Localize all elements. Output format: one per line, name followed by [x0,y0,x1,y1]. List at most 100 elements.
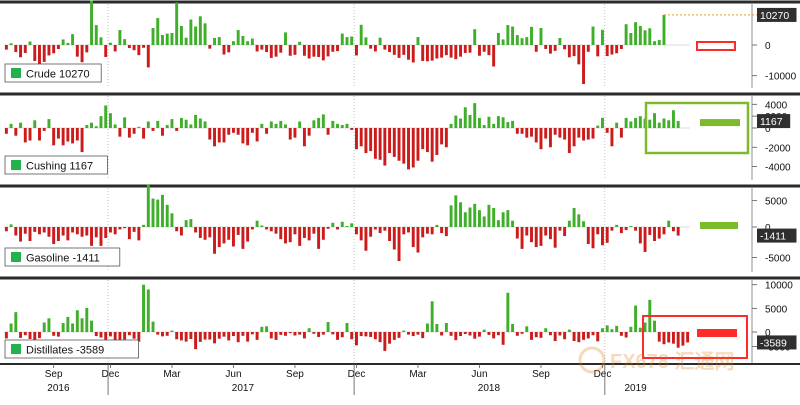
bar-crude [364,37,368,45]
bar-crude [288,45,292,56]
bar-cushing [440,128,444,145]
bar-cushing [56,128,60,139]
bar-distillates [416,332,420,335]
bar-gasoline [94,227,98,238]
bar-cushing [307,128,311,136]
bar-gasoline [619,227,623,234]
bar-distillates [175,332,179,340]
bar-gasoline [567,220,571,227]
bar-cushing [478,117,481,128]
latest-value-badge [757,228,797,243]
bar-distillates [151,321,155,332]
bar-distillates [392,332,396,340]
bar-crude [482,45,486,52]
bar-crude [146,45,150,68]
bar-gasoline [487,204,491,227]
bar-distillates [279,332,283,335]
bar-distillates [265,326,269,332]
bar-distillates [165,332,169,336]
bar-cushing [104,105,108,128]
bar-crude [487,45,491,56]
bar-crude [236,30,240,45]
bar-cushing [317,117,321,128]
bar-gasoline [388,227,392,241]
bar-cushing [520,128,524,134]
y-tick-label: -4000 [765,163,791,174]
bar-crude [265,45,269,53]
bar-distillates [473,332,477,339]
bar-gasoline [90,227,93,246]
bar-crude [80,45,84,63]
bar-gasoline [501,212,505,227]
bar-crude [165,33,169,45]
bar-distillates [638,327,642,332]
bar-crude [373,45,377,52]
bar-cushing [449,123,453,128]
bar-crude [321,45,325,61]
bar-crude [520,38,524,45]
bar-gasoline [28,227,32,241]
legend-swatch [11,252,21,262]
bar-crude [213,37,216,45]
bar-crude [85,45,89,53]
bar-distillates [321,332,325,335]
bar-distillates [288,332,292,334]
bar-gasoline [653,227,656,241]
bar-cushing [132,128,136,134]
bar-crude [184,37,188,45]
bar-crude [525,37,529,45]
bar-gasoline [326,227,330,229]
bar-crude [38,45,41,65]
bar-gasoline [667,220,671,227]
legend-box [4,247,121,267]
bar-crude [151,28,155,45]
bar-cushing [425,128,429,153]
bar-crude [463,45,467,53]
bar-gasoline [416,227,420,253]
bar-cushing [350,128,354,130]
bar-crude [407,45,410,60]
bar-cushing [269,121,273,128]
bar-distillates [520,332,524,334]
bar-cushing [572,128,576,147]
bar-crude [563,45,567,50]
bar-distillates [331,332,335,335]
x-tick-label: Jun [471,369,487,380]
bar-gasoline [47,227,51,237]
bar-cushing [4,128,8,134]
bar-distillates [686,332,690,343]
bar-cushing [284,124,287,128]
bar-distillates [653,320,656,332]
bar-distillates [85,307,89,332]
bar-crude [326,45,330,57]
bar-crude [317,45,321,57]
bar-gasoline [629,225,633,227]
bar-distillates [47,318,51,332]
bar-cushing [364,128,368,154]
bar-crude [601,29,604,45]
bar-distillates [317,332,321,337]
bar-crude [359,24,363,45]
bar-cushing [515,128,519,134]
bar-distillates [250,332,254,335]
y-tick-label: -5000 [765,253,791,264]
bar-crude [444,45,448,56]
bar-distillates [94,332,98,337]
bar-cushing [241,128,245,144]
highlight-box [642,315,748,359]
bar-distillates [667,332,671,343]
bar-distillates [33,332,37,340]
bar-crude [473,29,477,45]
bar-distillates [56,332,60,337]
bar-distillates [213,332,216,344]
bar-crude [108,42,112,45]
bar-crude [402,45,406,55]
bar-crude [397,45,401,58]
bar-distillates [634,305,638,332]
watermark-logo-icon [578,346,606,374]
bar-cushing [142,128,146,139]
bar-distillates [425,323,429,332]
bar-cushing [511,120,515,128]
bar-cushing [194,114,198,128]
